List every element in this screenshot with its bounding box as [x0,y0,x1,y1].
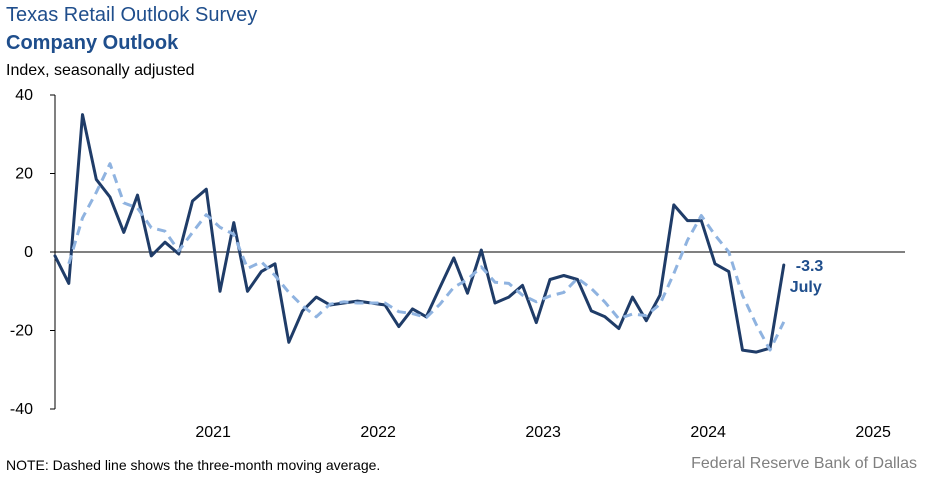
y-tick-label: -20 [10,323,33,340]
source-credit: Federal Reserve Bank of Dallas [691,455,917,472]
x-tick-label: 2022 [360,424,396,441]
x-tick-label: 2023 [525,424,561,441]
x-tick-label: 2025 [855,424,891,441]
chart-note: NOTE: Dashed line shows the three-month … [6,457,381,473]
chart-title: Texas Retail Outlook Survey [6,4,258,26]
y-tick-label: 40 [15,87,33,104]
x-tick-label: 2024 [690,424,726,441]
series-line-moving-average [67,162,786,352]
latest-value-label: -3.3 [796,258,824,275]
y-tick-label: 0 [24,244,33,261]
latest-month-label: July [790,279,822,296]
y-tick-label: 20 [15,166,33,183]
chart-subtitle: Company Outlook [6,32,179,54]
x-tick-label: 2021 [195,424,231,441]
y-tick-label: -40 [10,401,33,418]
series-line-index [53,113,786,354]
y-axis-label: Index, seasonally adjusted [6,62,195,79]
